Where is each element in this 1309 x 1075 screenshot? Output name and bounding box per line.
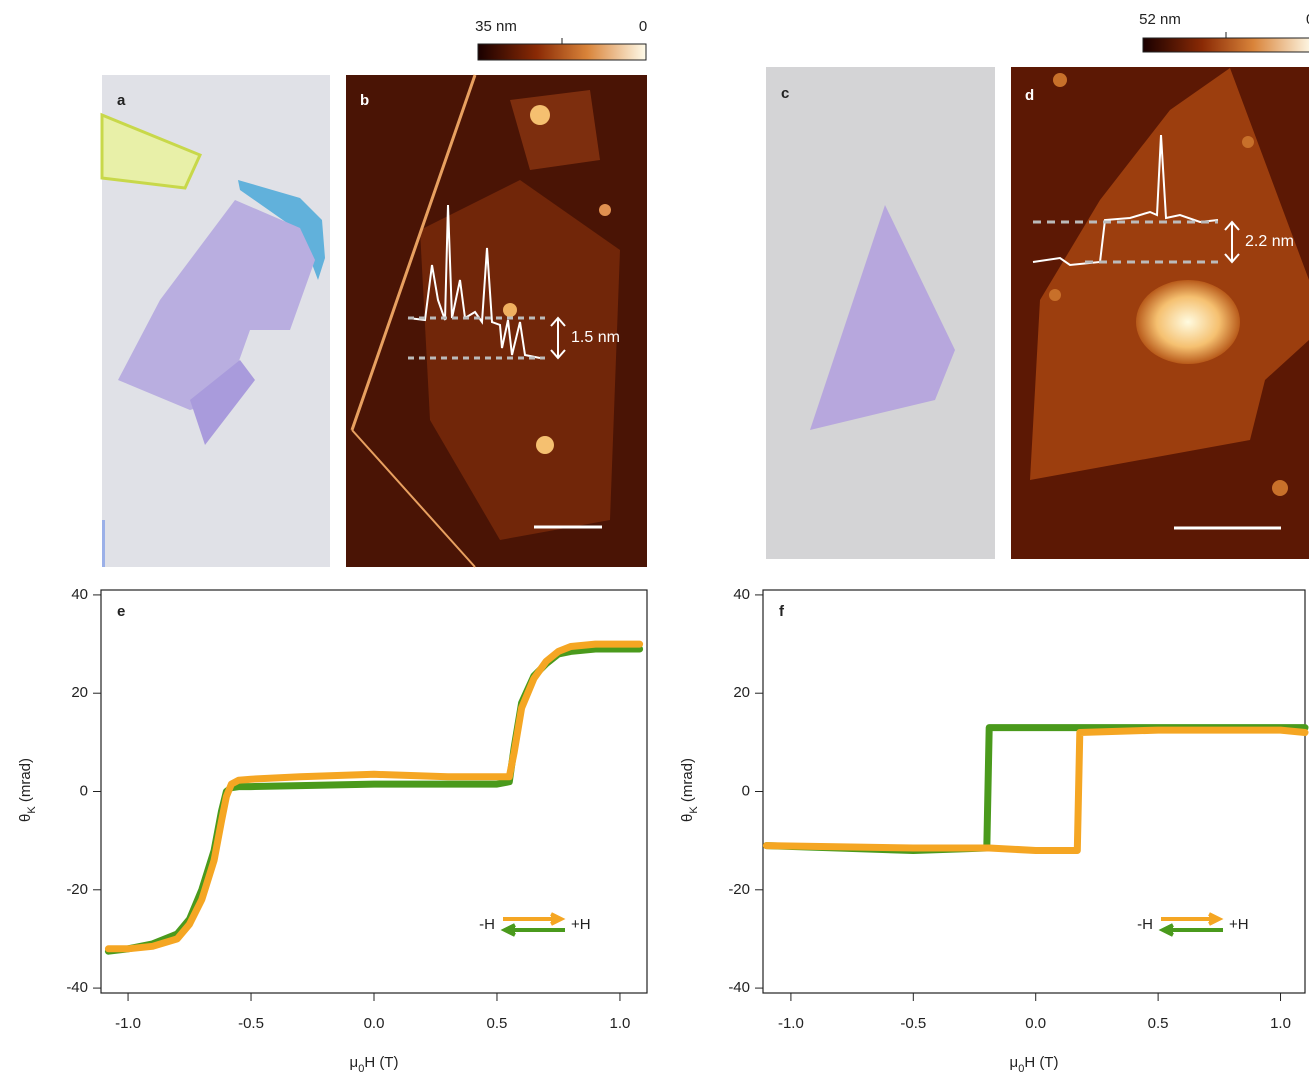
figure: a b 1.5 nm 35 nm 0 c d 2.2 nm [0, 0, 1309, 1075]
y-tick-label: -40 [728, 979, 750, 996]
x-tick-label: 0.5 [487, 1015, 508, 1032]
panel-label: c [781, 85, 789, 102]
legend-arrow [505, 925, 565, 935]
y-tick-label: -20 [66, 881, 88, 898]
x-tick-label: 0.5 [1148, 1015, 1169, 1032]
legend-arrow [503, 914, 561, 924]
legend-label: -H [1137, 916, 1153, 933]
afm-image-d [1011, 67, 1309, 559]
y-tick-label: -40 [66, 979, 88, 996]
colorbar [1143, 38, 1309, 52]
colorbar [478, 44, 646, 60]
y-axis-label: θK (mrad) [17, 758, 38, 822]
legend-arrow [1163, 925, 1223, 935]
y-tick-label: 0 [742, 782, 750, 799]
x-tick-label: -1.0 [778, 1015, 804, 1032]
panel-label: e [117, 603, 125, 620]
x-tick-label: -0.5 [238, 1015, 264, 1032]
panel-label: a [117, 92, 126, 109]
panel-label: d [1025, 87, 1034, 104]
panel-label: f [779, 603, 785, 620]
data-line [766, 728, 1305, 851]
legend-arrow [1161, 914, 1219, 924]
colorbar-max: 35 nm [475, 18, 517, 35]
y-tick-label: -20 [728, 881, 750, 898]
y-tick-label: 20 [733, 684, 750, 701]
step-height: 2.2 nm [1245, 233, 1294, 250]
x-tick-label: -0.5 [900, 1015, 926, 1032]
panel-label: b [360, 92, 369, 109]
legend-label: +H [571, 916, 591, 933]
x-tick-label: 0.0 [364, 1015, 385, 1032]
data-line [766, 730, 1305, 850]
optical-image-c [766, 67, 995, 559]
x-tick-label: 1.0 [610, 1015, 631, 1032]
y-tick-label: 40 [733, 586, 750, 603]
y-tick-label: 0 [80, 782, 88, 799]
colorbar-min: 0 [639, 18, 647, 35]
step-height: 1.5 nm [571, 329, 620, 346]
optical-image-a [102, 75, 330, 567]
x-axis-label: μ0H (T) [1010, 1054, 1059, 1075]
colorbar-max: 52 nm [1139, 11, 1181, 28]
data-line [108, 649, 639, 951]
legend-label: -H [479, 916, 495, 933]
x-tick-label: 1.0 [1270, 1015, 1291, 1032]
legend-label: +H [1229, 916, 1249, 933]
y-axis-label: θK (mrad) [679, 758, 700, 822]
data-line [108, 644, 639, 949]
plot-frame [763, 590, 1305, 993]
y-tick-label: 20 [71, 684, 88, 701]
x-tick-label: 0.0 [1025, 1015, 1046, 1032]
x-axis-label: μ0H (T) [350, 1054, 399, 1075]
x-tick-label: -1.0 [115, 1015, 141, 1032]
afm-image-b [346, 75, 647, 567]
y-tick-label: 40 [71, 586, 88, 603]
